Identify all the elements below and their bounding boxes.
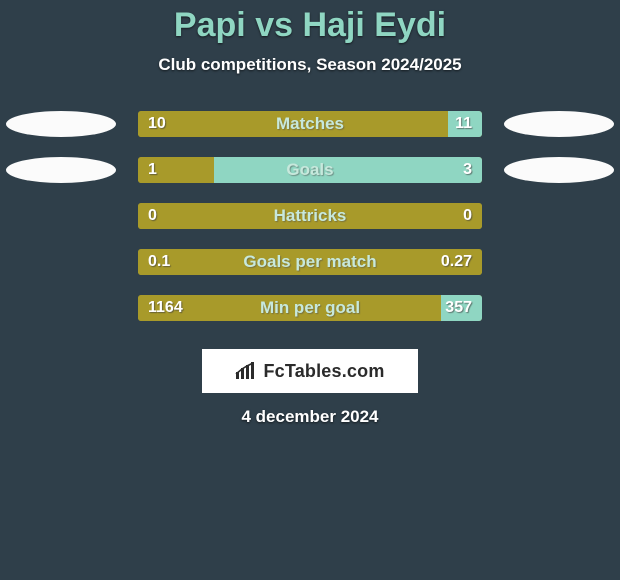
stat-value-left: 0 bbox=[148, 203, 157, 229]
site-logo-text: FcTables.com bbox=[263, 361, 384, 382]
player-a-avatar bbox=[6, 157, 116, 183]
player-a-avatar bbox=[6, 111, 116, 137]
vs-word: vs bbox=[255, 6, 293, 44]
page-title: Papi vs Haji Eydi bbox=[0, 0, 620, 45]
stat-rows: Matches10 11 Goals1 3 Hattricks0 0 Goals per m… bbox=[0, 111, 620, 341]
stat-value-left: 1 bbox=[148, 157, 157, 183]
stat-value-left: 10 bbox=[148, 111, 166, 137]
player-b-avatar bbox=[504, 157, 614, 183]
subtitle: Club competitions, Season 2024/2025 bbox=[0, 55, 620, 75]
player-a-name: Papi bbox=[174, 6, 246, 44]
player-b-name: Haji Eydi bbox=[302, 6, 446, 44]
stat-row: Goals1 3 bbox=[0, 157, 620, 203]
stat-value-left: 1164 bbox=[148, 295, 183, 321]
stat-label: Hattricks bbox=[138, 203, 482, 229]
stat-value-right: 3 bbox=[463, 157, 472, 183]
stat-value-right: 11 bbox=[455, 111, 472, 137]
bar-chart-icon bbox=[235, 362, 257, 380]
stat-label: Goals per match bbox=[138, 249, 482, 275]
stat-row: Hattricks0 0 bbox=[0, 203, 620, 249]
snapshot-date: 4 december 2024 bbox=[0, 407, 620, 427]
stat-value-left: 0.1 bbox=[148, 249, 170, 275]
stat-row: Matches10 11 bbox=[0, 111, 620, 157]
stat-value-right: 0 bbox=[463, 203, 472, 229]
player-b-avatar bbox=[504, 111, 614, 137]
stat-label: Matches bbox=[138, 111, 482, 137]
stat-row: Min per goal1164 357 bbox=[0, 295, 620, 341]
comparison-card: Papi vs Haji Eydi Club competitions, Sea… bbox=[0, 0, 620, 580]
stat-label: Goals bbox=[138, 157, 482, 183]
stat-value-right: 357 bbox=[445, 295, 472, 321]
stat-row: Goals per match0.1 0.27 bbox=[0, 249, 620, 295]
stat-label: Min per goal bbox=[138, 295, 482, 321]
stat-value-right: 0.27 bbox=[441, 249, 472, 275]
site-logo: FcTables.com bbox=[202, 349, 418, 393]
